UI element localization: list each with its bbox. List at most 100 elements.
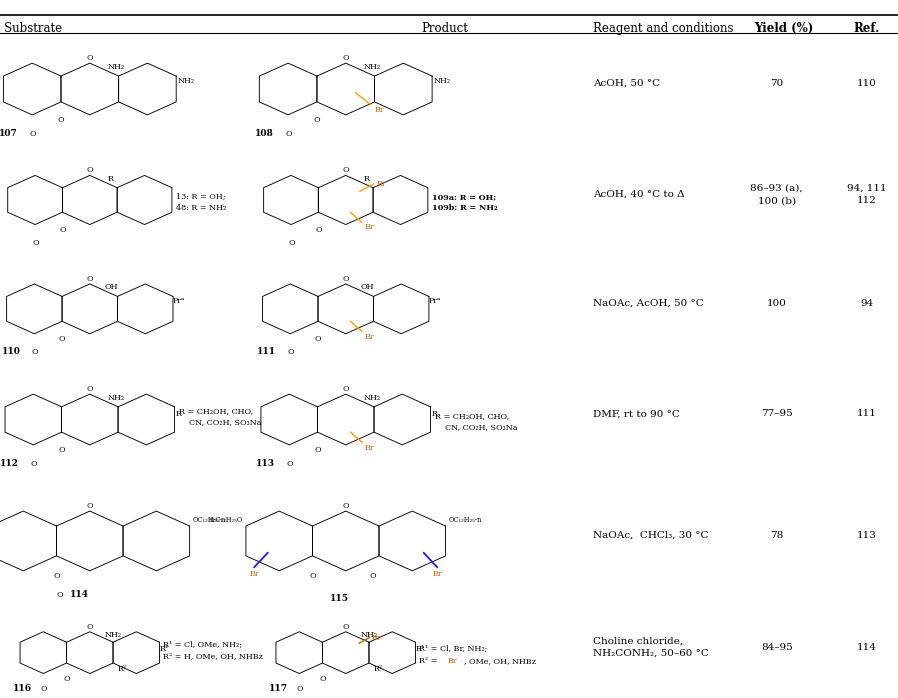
Text: 113: 113 <box>256 459 275 468</box>
Text: 114: 114 <box>70 591 89 600</box>
Text: Yield (%): Yield (%) <box>754 22 814 36</box>
Text: OH: OH <box>360 283 374 291</box>
Text: NaOAc, AcOH, 50 °C: NaOAc, AcOH, 50 °C <box>593 299 703 308</box>
Text: O: O <box>313 116 321 124</box>
Text: O: O <box>342 623 349 631</box>
Text: NH₂: NH₂ <box>360 631 378 639</box>
Text: O: O <box>86 623 93 631</box>
Text: n-C₁₂H₂₅O: n-C₁₂H₂₅O <box>209 516 242 524</box>
Text: Prⁿ: Prⁿ <box>428 297 441 306</box>
Text: O: O <box>86 385 93 393</box>
Text: 107: 107 <box>0 129 18 138</box>
Text: R: R <box>107 175 113 183</box>
Text: NH₂: NH₂ <box>177 77 195 85</box>
Text: Br: Br <box>365 444 374 452</box>
Text: O: O <box>30 131 36 138</box>
Text: 100: 100 <box>767 299 787 308</box>
Text: O: O <box>32 239 39 247</box>
Text: O: O <box>86 502 93 510</box>
Text: OC₁₂H₂₅-n: OC₁₂H₂₅-n <box>449 516 482 524</box>
Text: O: O <box>342 275 349 283</box>
Text: 114: 114 <box>857 643 876 651</box>
Text: O: O <box>63 674 70 683</box>
Text: Br: Br <box>365 333 374 341</box>
Text: AcOH, 50 °C: AcOH, 50 °C <box>593 79 660 88</box>
Text: O: O <box>369 572 375 580</box>
Text: O: O <box>314 446 321 454</box>
Text: OH: OH <box>104 283 118 291</box>
Text: 84–95: 84–95 <box>761 643 793 651</box>
Text: Br: Br <box>365 223 374 232</box>
Text: Br: Br <box>372 634 382 641</box>
Text: Br: Br <box>374 106 384 114</box>
Text: 116: 116 <box>13 683 31 692</box>
Text: R = CH₂OH, CHO,
    CN, CO₂H, SO₃Na: R = CH₂OH, CHO, CN, CO₂H, SO₃Na <box>435 413 517 431</box>
Text: Product: Product <box>421 22 468 36</box>
Text: O: O <box>57 116 65 124</box>
Text: Br: Br <box>250 570 260 578</box>
Text: Prⁿ: Prⁿ <box>172 297 185 306</box>
Text: R: R <box>432 410 437 418</box>
Text: 111: 111 <box>258 348 277 357</box>
Text: O: O <box>342 54 349 62</box>
Text: O: O <box>342 385 349 393</box>
Text: R² =: R² = <box>419 657 440 665</box>
Text: O: O <box>31 460 37 468</box>
Text: 108: 108 <box>255 129 274 138</box>
Text: Br: Br <box>448 657 458 665</box>
Text: NH₂: NH₂ <box>104 631 122 639</box>
Text: R²: R² <box>118 665 127 674</box>
Text: 117: 117 <box>269 683 287 692</box>
Text: O: O <box>86 275 93 283</box>
Text: O: O <box>319 674 326 683</box>
Text: O: O <box>297 685 304 692</box>
Text: , OMe, OH, NHBz: , OMe, OH, NHBz <box>464 657 536 665</box>
Text: O: O <box>309 572 316 580</box>
Text: O: O <box>342 166 349 174</box>
Text: 112: 112 <box>0 459 19 468</box>
Text: Reagent and conditions: Reagent and conditions <box>593 22 733 36</box>
Text: 110: 110 <box>2 348 21 357</box>
Text: NaOAc,  CHCl₃, 30 °C: NaOAc, CHCl₃, 30 °C <box>593 531 709 540</box>
Text: R: R <box>363 175 369 183</box>
Text: Ref.: Ref. <box>853 22 879 36</box>
Text: NH₂: NH₂ <box>108 63 125 71</box>
Text: Br: Br <box>432 570 442 578</box>
Text: R: R <box>176 410 181 418</box>
Text: O: O <box>31 348 39 357</box>
Text: O: O <box>58 446 65 454</box>
Text: O: O <box>342 502 349 510</box>
Text: Substrate: Substrate <box>4 22 63 36</box>
Text: R¹ = Cl, Br, NH₂;: R¹ = Cl, Br, NH₂; <box>419 644 488 653</box>
Text: 115: 115 <box>330 594 348 603</box>
Text: 77–95: 77–95 <box>761 410 793 418</box>
Text: 113: 113 <box>857 531 876 540</box>
Text: O: O <box>86 166 93 174</box>
Text: DMF, rt to 90 °C: DMF, rt to 90 °C <box>593 410 680 418</box>
Text: R¹ = Cl, OMe, NH₂;
R² = H, OMe, OH, NHBz: R¹ = Cl, OMe, NH₂; R² = H, OMe, OH, NHBz <box>163 641 263 660</box>
Text: NH₂: NH₂ <box>364 63 381 71</box>
Text: 94: 94 <box>860 299 873 308</box>
Text: O: O <box>58 335 66 343</box>
Text: OC₁₂H₂₅-n: OC₁₂H₂₅-n <box>193 516 226 524</box>
Text: 78: 78 <box>770 531 783 540</box>
Text: 94, 111
112: 94, 111 112 <box>847 184 886 205</box>
Text: O: O <box>41 685 48 692</box>
Text: NH₂: NH₂ <box>108 394 125 402</box>
Text: 109a: R = OH;
109b: R = NH₂: 109a: R = OH; 109b: R = NH₂ <box>432 193 497 212</box>
Text: O: O <box>59 225 66 234</box>
Text: O: O <box>287 348 295 357</box>
Text: O: O <box>288 239 295 247</box>
Text: NH₂: NH₂ <box>364 394 381 402</box>
Text: 111: 111 <box>857 410 876 418</box>
Text: O: O <box>86 54 93 62</box>
Text: R¹: R¹ <box>160 646 169 653</box>
Text: O: O <box>286 131 292 138</box>
Text: O: O <box>53 572 60 580</box>
Text: R²: R² <box>374 665 383 674</box>
Text: O: O <box>57 591 63 600</box>
Text: AcOH, 40 °C to Δ: AcOH, 40 °C to Δ <box>593 190 684 199</box>
Text: 110: 110 <box>857 79 876 88</box>
Text: O: O <box>314 335 321 343</box>
Text: R = CH₂OH, CHO,
    CN, CO₂H, SO₃Na: R = CH₂OH, CHO, CN, CO₂H, SO₃Na <box>179 408 261 426</box>
